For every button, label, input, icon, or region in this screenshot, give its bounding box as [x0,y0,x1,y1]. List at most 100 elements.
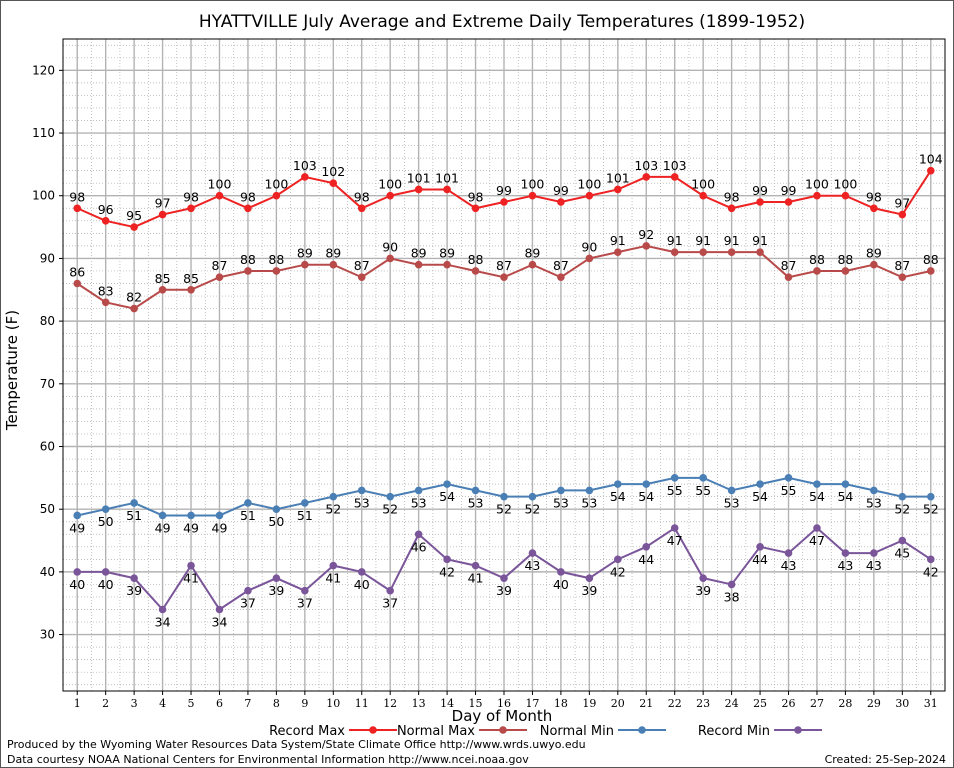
record-max-point [585,191,594,200]
normal-min-point [557,486,565,495]
record-min-data-label: 43 [781,558,797,573]
x-tick-label: 13 [412,697,426,710]
normal-max-data-label: 89 [439,246,455,261]
record-min-point [215,605,224,614]
normal-min-data-label: 53 [581,495,597,510]
normal-max-data-label: 89 [866,246,882,261]
normal-min-data-label: 52 [496,502,512,517]
record-max-point [301,173,309,181]
normal-min-data-label: 49 [155,520,171,535]
record-min-point [784,549,793,557]
x-tick-label: 2 [102,697,109,710]
record-min-point [73,568,82,576]
record-max-data-label: 95 [126,208,142,223]
record-max-data-label: 103 [634,158,658,173]
legend-label-record-max: Record Max [269,724,345,739]
record-max-point [557,198,565,206]
normal-max-data-label: 88 [923,252,939,267]
grid-lines [63,39,945,691]
normal-max-data-label: 91 [724,233,740,248]
record-max-point [642,173,651,181]
record-min-point [870,549,878,557]
x-tick-label: 20 [611,697,625,710]
record-min-point [357,568,366,576]
normal-min-point [301,499,309,507]
normal-min-data-label: 53 [553,495,569,510]
legend-label-normal-min: Normal Min [540,724,614,739]
y-tick-label: 80 [40,314,55,328]
normal-min-data-label: 52 [382,502,398,517]
normal-max-point [215,273,224,282]
normal-max-point [471,267,480,275]
normal-max-data-label: 83 [98,283,114,298]
normal-max-point [244,267,252,275]
record-min-data-label: 45 [894,546,910,561]
record-max-data-label: 101 [407,170,431,185]
record-min-data-label: 41 [468,571,484,586]
normal-max-data-label: 89 [524,246,540,261]
legend-marker-record-min [794,726,802,734]
normal-min-point [443,480,451,488]
record-min-data-label: 39 [695,583,711,598]
x-tick-label: 3 [131,697,138,710]
y-tick-label: 120 [32,63,55,77]
record-min-data-label: 40 [553,577,569,592]
record-max-point [130,223,138,231]
record-min-data-label: 43 [837,558,853,573]
x-tick-label: 16 [497,697,511,710]
normal-min-point [414,486,423,495]
record-min-data-label: 38 [724,589,740,604]
normal-min-data-label: 54 [809,489,825,504]
x-tick-label: 4 [159,697,166,710]
record-min-point [101,568,110,576]
normal-min-data-label: 53 [354,495,370,510]
normal-max-data-label: 85 [183,271,199,286]
record-max-point [443,185,451,194]
x-tick-label: 19 [582,697,596,710]
record-max-data-label: 99 [553,183,569,198]
normal-max-point [699,248,707,256]
normal-min-data-label: 54 [439,489,455,504]
record-max-data-label: 100 [691,177,715,192]
y-axis-label: Temperature (F) [3,310,21,431]
normal-min-point [898,492,907,501]
normal-min-point [357,486,366,495]
normal-min-point [215,511,224,520]
normal-min-point [813,480,821,488]
record-max-data-label: 98 [724,189,740,204]
x-tick-label: 11 [355,697,369,710]
record-max-point [670,173,679,181]
footer-data-source: Data courtesy NOAA National Centers for … [7,753,529,766]
record-max-point [244,204,252,213]
record-max-data-label: 103 [293,158,317,173]
record-min-data-label: 39 [496,583,512,598]
series-record-max: 98 96 95 97 98 100 98 100 103 102 98 100 101 101 98 99 1… [69,152,943,231]
normal-min-data-label: 54 [610,489,626,504]
record-max-data-label: 98 [69,189,85,204]
record-max-point [329,179,338,187]
record-min-point [272,574,281,582]
x-tick-label: 25 [753,697,767,710]
normal-max-point [585,254,594,263]
record-max-data-label: 101 [606,170,630,185]
x-tick-label: 30 [895,697,909,710]
legend: Record Max Normal Max Normal Min Record Min [269,724,822,739]
normal-max-point [329,260,338,269]
record-max-data-label: 100 [208,177,232,192]
record-min-data-label: 39 [126,583,142,598]
normal-max-point [841,267,850,275]
normal-max-point [187,285,195,294]
record-max-point [386,191,394,200]
chart-title: HYATTVILLE July Average and Extreme Dail… [199,12,805,32]
normal-max-point [756,248,764,256]
normal-max-data-label: 88 [809,252,825,267]
normal-min-data-label: 52 [894,502,910,517]
x-tick-label: 15 [469,697,483,710]
record-min-point [500,574,508,582]
normal-max-data-label: 91 [667,233,683,248]
normal-max-data-label: 87 [496,258,512,273]
x-tick-label: 27 [810,697,824,710]
normal-min-point [699,474,707,482]
footer-created-date: Created: 25-Sep-2024 [824,753,946,766]
